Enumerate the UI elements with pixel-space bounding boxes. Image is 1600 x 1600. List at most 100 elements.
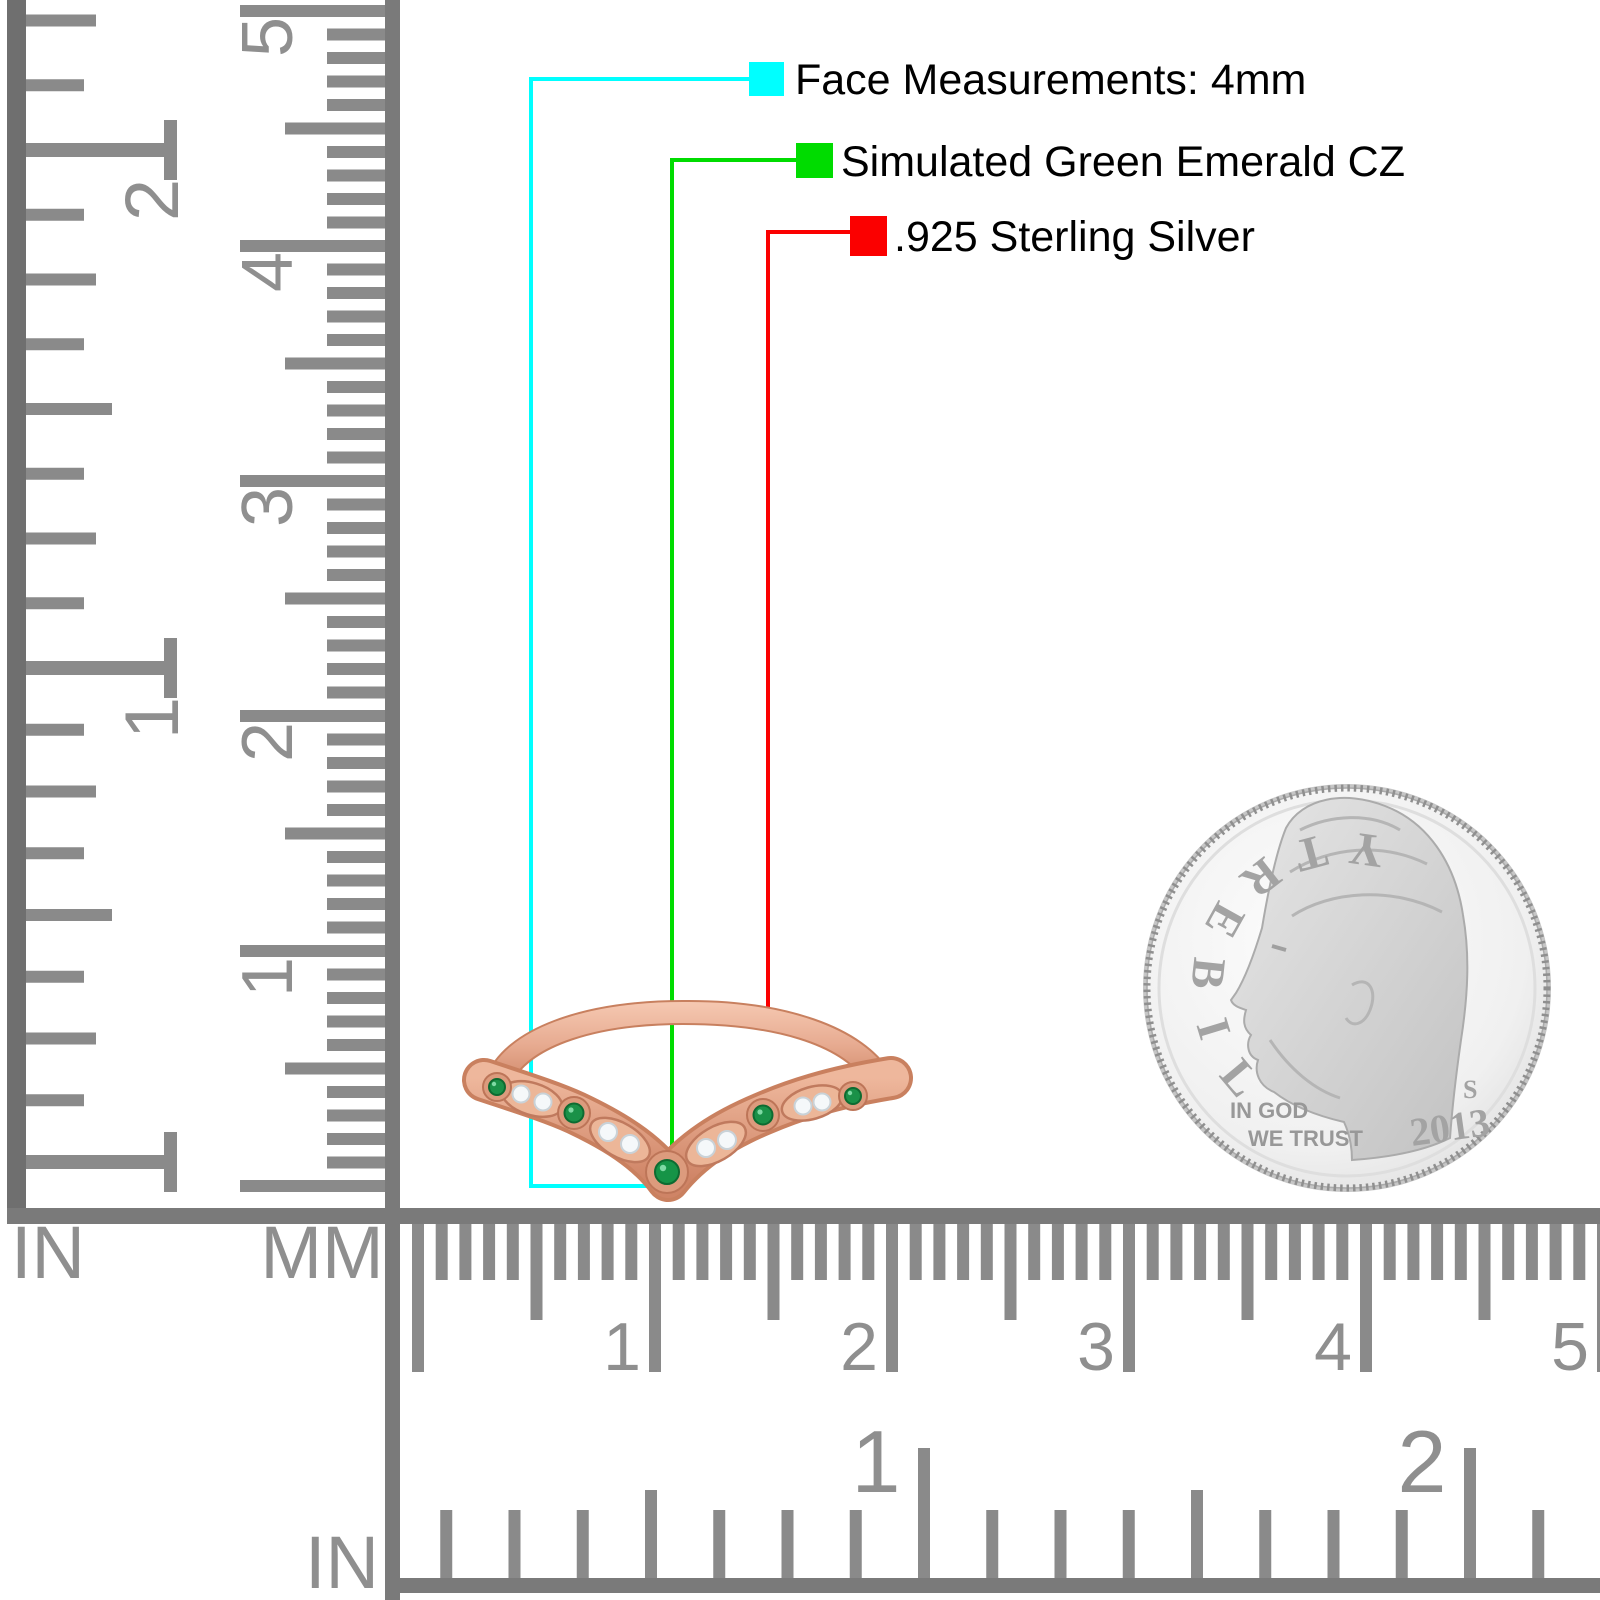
ruler-tick (980, 1224, 993, 1280)
ruler-tick (26, 403, 112, 415)
ruler-tick (327, 498, 385, 511)
ruler-tick (886, 1224, 898, 1372)
coin-motto-line1: IN GOD (1230, 1098, 1308, 1123)
ruler-tick (791, 1224, 804, 1280)
bottom-mm-ruler-spine (7, 1208, 1600, 1224)
ruler-number: 1 (852, 1412, 901, 1511)
ruler-tick (26, 723, 84, 736)
ruler-tick (1051, 1224, 1064, 1280)
ruler-tick (483, 1224, 496, 1280)
ruler-tick (327, 780, 385, 793)
metal-callout-line (766, 230, 850, 1027)
ruler-tick (1265, 1224, 1278, 1280)
ruler-tick (327, 992, 385, 1004)
ruler-tick (327, 569, 385, 581)
ruler-tick (327, 404, 385, 417)
ruler-tick (327, 1156, 385, 1169)
ruler-tick (327, 874, 385, 887)
coin-legend-letter: Y (1346, 821, 1387, 877)
ruler-tick (625, 1224, 638, 1280)
ruler-tick (327, 451, 385, 464)
ruler-tick (530, 1224, 543, 1320)
ruler-tick (1122, 1510, 1135, 1578)
face-color-swatch (749, 62, 784, 96)
ruler-tick (1146, 1224, 1159, 1280)
ring (462, 999, 913, 1202)
ruler-tick (1170, 1224, 1183, 1280)
callout-labels: Face Measurements: 4mm Simulated Green E… (749, 56, 1405, 261)
bottom-inch-ruler-spine (390, 1578, 1600, 1593)
ruler-tick (327, 1133, 385, 1145)
ruler-tick (1431, 1224, 1444, 1280)
ruler-tick (327, 921, 385, 934)
ruler-tick (1054, 1510, 1067, 1578)
ruler-tick (862, 1224, 875, 1280)
green-stone-glints (491, 1081, 853, 1172)
ruler-tick (327, 310, 385, 323)
ruler-tick (240, 240, 385, 252)
ruler-tick (1028, 1224, 1041, 1280)
ruler-tick (240, 1180, 385, 1192)
metal-label: .925 Sterling Silver (894, 213, 1255, 261)
ruler-tick (164, 1132, 177, 1192)
ruler-tick (327, 263, 385, 276)
ruler-tick (327, 898, 385, 910)
ruler-number: 1 (603, 1309, 641, 1385)
ruler-tick (327, 169, 385, 182)
left-inch-ruler-numbers: 1 2 (110, 179, 195, 739)
ruler-tick (1383, 1224, 1396, 1280)
ruler-tick (327, 334, 385, 346)
ruler-tick (327, 757, 385, 769)
ruler-tick (767, 1224, 780, 1320)
ruler-tick (1336, 1224, 1349, 1280)
ruler-tick (1004, 1224, 1017, 1320)
bottom-mm-ruler-numbers: 1 2 3 4 5 (603, 1309, 1589, 1385)
ruler-tick (327, 1086, 385, 1098)
ruler-tick (720, 1224, 733, 1280)
left-mm-ruler-spine (385, 0, 400, 1600)
stone-label: Simulated Green Emerald CZ (841, 138, 1405, 186)
left-inch-unit-label: IN (11, 1211, 85, 1294)
ruler-tick (1532, 1510, 1545, 1578)
ruler-tick (1407, 1224, 1420, 1280)
ruler-tick (1478, 1224, 1491, 1320)
ruler-tick (1123, 1224, 1135, 1372)
coin-reeded-edge (1143, 784, 1551, 1192)
ruler-tick (577, 1224, 590, 1280)
ruler-number: 2 (110, 179, 195, 221)
ruler-tick (508, 1510, 521, 1578)
ruler-tick (240, 475, 385, 487)
ruler-tick (1259, 1510, 1272, 1578)
ruler-number: 3 (228, 487, 308, 527)
ruler-tick (327, 193, 385, 205)
ruler-tick (412, 1224, 424, 1372)
ruler-tick (1217, 1224, 1230, 1280)
ruler-tick (26, 597, 84, 610)
ruler-tick (240, 710, 385, 722)
ruler-number: 5 (228, 17, 308, 57)
coin-year: 2013 (1407, 1099, 1492, 1155)
ruler-tick (849, 1510, 862, 1578)
coin-legend-letter: B (1180, 955, 1235, 992)
ruler-tick (26, 532, 96, 545)
ruler-tick (909, 1224, 922, 1280)
coin-motto-line2: WE TRUST (1248, 1126, 1363, 1151)
ruler-tick (327, 851, 385, 863)
ruler-tick (327, 99, 385, 111)
ruler-tick (26, 785, 96, 798)
ruler-tick (672, 1224, 685, 1280)
ruler-tick (240, 945, 385, 957)
ruler-tick (440, 1510, 453, 1578)
ruler-tick (327, 287, 385, 299)
ruler-tick (285, 122, 385, 135)
coin-mint-mark: S (1463, 1075, 1477, 1104)
ruler-tick (285, 357, 385, 370)
ruler-tick (26, 1094, 84, 1107)
bottom-inch-ruler-numbers: 1 2 (852, 1412, 1447, 1511)
ruler-tick (327, 545, 385, 558)
stone-color-swatch (796, 143, 833, 178)
ruler-tick (649, 1224, 661, 1372)
ruler-tick (1597, 1224, 1600, 1372)
